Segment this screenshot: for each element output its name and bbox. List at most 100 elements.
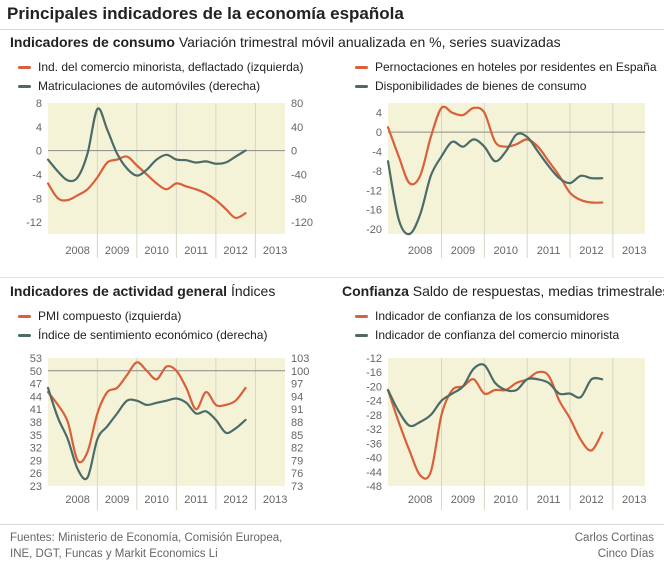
chart1-year-label: 2013 (263, 245, 287, 257)
chart4-legend: Indicador de confianza de los consumidor… (355, 307, 619, 345)
footer-sources-line-1: Fuentes: Ministerio de Economía, Comisió… (10, 532, 283, 544)
chart4-left-tick-label: -44 (366, 467, 382, 479)
orange-swatch-icon (355, 66, 368, 69)
footer-credits: Carlos Cortinas Cinco Días (575, 530, 654, 562)
chart1-left-tick-label: -4 (32, 169, 42, 181)
teal-swatch-icon (355, 334, 368, 337)
chart3-right-tick-label: 82 (291, 443, 303, 455)
chart1-series-orange-line (46, 155, 247, 220)
chart3-right-tick-label: 94 (291, 391, 303, 403)
footer-sources-line-2: INE, DGT, Funcas y Markit Economics Li (10, 548, 218, 560)
chart4-left-tick-label: -12 (366, 353, 382, 365)
chart4-legend-item-2: Indicador de confianza del comercio mino… (355, 326, 619, 345)
section-consumo-heading: Indicadores de consumo Variación trimest… (10, 34, 561, 50)
chart3-year-label: 2011 (184, 494, 208, 506)
chart1-legend: Ind. del comercio minorista, deflactado … (18, 58, 303, 96)
chart3-left-tick-label: 38 (30, 417, 42, 429)
chart1-year-label: 2010 (144, 245, 168, 257)
chart3-right-tick-label: 79 (291, 455, 303, 467)
chart3-left-tick-label: 26 (30, 468, 42, 480)
chart1-left-tick-label: 8 (36, 98, 42, 110)
chart3-right-tick-label: 73 (291, 481, 303, 493)
chart1-legend-label-1: Ind. del comercio minorista, deflactado … (38, 60, 304, 74)
chart3-left-tick-label: 23 (30, 481, 42, 493)
section-consumo-subtitle: Variación trimestral móvil anualizada en… (178, 34, 561, 50)
chart4-legend-label-1: Indicador de confianza de los consumidor… (375, 309, 610, 323)
footer-author: Carlos Cortinas (574, 532, 654, 544)
footer-sources: Fuentes: Ministerio de Economía, Comisió… (10, 530, 282, 562)
chart1-legend-item-2: Matriculaciones de automóviles (derecha) (18, 77, 303, 96)
chart2-legend-item-1: Pernoctaciones en hoteles por residentes… (355, 58, 657, 77)
chart4-legend-item-1: Indicador de confianza de los consumidor… (355, 307, 619, 326)
chart3-left-tick-label: 44 (30, 391, 42, 403)
chart2-year-label: 2008 (408, 245, 432, 257)
chart1-year-label: 2009 (105, 245, 129, 257)
chart4-left-tick-label: -28 (366, 410, 382, 422)
chart2-left-tick-label: -4 (372, 147, 382, 159)
chart3-right-tick-label: 85 (291, 430, 303, 442)
chart3-left-tick-label: 50 (30, 366, 42, 378)
middle-divider (0, 277, 664, 278)
section-confianza-heading: Confianza Saldo de respuestas, medias tr… (342, 283, 664, 299)
chart2-legend-item-2: Disponibilidades de bienes de consumo (355, 77, 657, 96)
chart1-right-tick-label: 0 (291, 146, 297, 158)
section-confianza-subtitle: Saldo de respuestas, medias trimestrales (412, 283, 664, 299)
chart3-left-tick-label: 32 (30, 443, 42, 455)
chart4-legend-label-2: Indicador de confianza del comercio mino… (375, 328, 620, 342)
orange-swatch-icon (18, 315, 31, 318)
top-divider (0, 29, 664, 30)
chart3-right-tick-label: 97 (291, 379, 303, 391)
page-title: Principales indicadores de la economía e… (7, 4, 404, 23)
chart3-year-label: 2013 (263, 494, 287, 506)
section-actividad-title: Indicadores de actividad general (10, 283, 228, 299)
bottom-divider (0, 524, 664, 525)
chart2-series-orange-line (386, 105, 604, 204)
chart4-left-tick-label: -36 (366, 438, 382, 450)
chart1-left-tick-label: -8 (32, 193, 42, 205)
chart4-year-label: 2010 (494, 494, 518, 506)
chart1-series-teal-line (46, 107, 247, 183)
chart2-left-tick-label: 0 (376, 127, 382, 139)
chart4-year-label: 2011 (537, 494, 561, 506)
chart2-year-label: 2013 (622, 245, 646, 257)
chart2-year-label: 2010 (494, 245, 518, 257)
teal-swatch-icon (18, 85, 31, 88)
chart4-year-label: 2009 (451, 494, 475, 506)
chart2-plot-background (388, 103, 645, 234)
chart4-year-label: 2012 (579, 494, 603, 506)
chart2-legend-label-1: Pernoctaciones en hoteles por residentes… (375, 60, 657, 74)
chart1-right-tick-label: 40 (291, 122, 303, 134)
chart3-year-label: 2012 (223, 494, 247, 506)
chart3-year-label: 2010 (144, 494, 168, 506)
chart1-left-tick-label: -12 (26, 217, 42, 229)
chart3-left-tick-label: 47 (30, 379, 42, 391)
chart2-left-tick-label: 4 (376, 108, 382, 120)
teal-swatch-icon (355, 85, 368, 88)
chart4-year-label: 2008 (408, 494, 432, 506)
chart3-legend-item-1: PMI compuesto (izquierda) (18, 307, 267, 326)
chart1-year-label: 2008 (65, 245, 89, 257)
chart1-right-tick-label: 80 (291, 98, 303, 110)
chart3-right-tick-label: 88 (291, 417, 303, 429)
chart1-right-tick-label: -80 (291, 193, 307, 205)
chart3-legend-item-2: Índice de sentimiento económico (derecha… (18, 326, 267, 345)
chart4-year-label: 2013 (622, 494, 646, 506)
chart2-left-tick-label: -20 (366, 224, 382, 236)
chart2-year-label: 2009 (451, 245, 475, 257)
chart4-left-tick-label: -16 (366, 367, 382, 379)
chart4-left-tick-label: -48 (366, 481, 382, 493)
chart4-left-tick-label: -40 (366, 453, 382, 465)
chart3-year-label: 2009 (105, 494, 129, 506)
chart4-left-tick-label: -32 (366, 424, 382, 436)
chart1-year-label: 2012 (223, 245, 247, 257)
teal-swatch-icon (18, 334, 31, 337)
chart2-left-tick-label: -12 (366, 185, 382, 197)
chart3-legend-label-2: Índice de sentimiento económico (derecha… (38, 328, 268, 342)
chart3-left-tick-label: 53 (30, 353, 42, 365)
chart1-left-tick-label: 4 (36, 122, 42, 134)
chart3-year-label: 2008 (65, 494, 89, 506)
chart4-series-teal-line (386, 363, 604, 428)
chart2-left-tick-label: -16 (366, 205, 382, 217)
chart2-left-tick-label: -8 (372, 166, 382, 178)
